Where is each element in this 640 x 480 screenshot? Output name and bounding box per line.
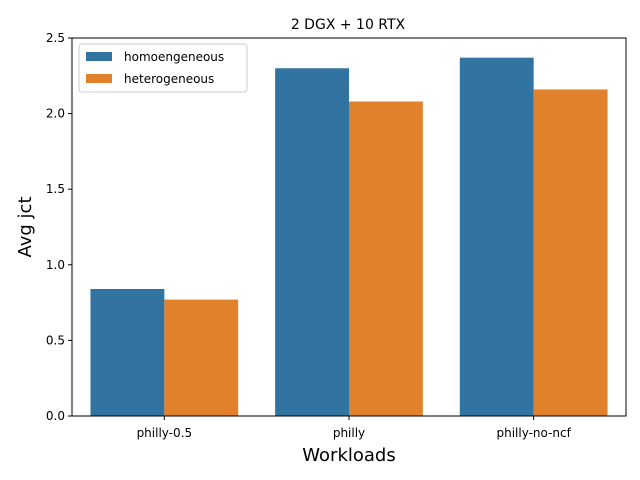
chart-title: 2 DGX + 10 RTX	[291, 17, 406, 33]
legend-swatch	[86, 74, 112, 83]
bar-heterogeneous-philly-0.5	[164, 299, 239, 416]
bar-homoengeneous-philly-no-ncf	[459, 57, 534, 416]
legend-box	[78, 43, 248, 93]
legend-label: heterogeneous	[124, 72, 214, 86]
bar-heterogeneous-philly-no-ncf	[533, 89, 608, 416]
y-axis: 0.0 0.5 1.0 1.5 2.0 2.5	[46, 31, 72, 423]
x-tick-label: philly-no-ncf	[496, 426, 571, 440]
y-tick-label: 2.0	[46, 107, 65, 121]
x-axis-label: Workloads	[302, 445, 395, 466]
legend: homoengeneous heterogeneous	[78, 43, 248, 93]
y-tick-label: 1.0	[46, 258, 65, 272]
bar-homoengeneous-philly	[275, 68, 349, 417]
bars-group	[90, 57, 608, 417]
bar-homoengeneous-philly-0.5	[90, 288, 165, 416]
x-tick-label: philly-0.5	[137, 426, 193, 440]
x-axis: philly-0.5 philly philly-no-ncf	[137, 416, 572, 440]
y-axis-label: Avg jct	[15, 196, 36, 257]
y-tick-label: 1.5	[46, 182, 65, 196]
y-tick-label: 2.5	[46, 31, 65, 45]
y-tick-label: 0.0	[46, 409, 65, 423]
bar-heterogeneous-philly	[349, 101, 423, 416]
y-tick-label: 0.5	[46, 333, 65, 347]
x-tick-label: philly	[333, 426, 365, 440]
legend-swatch	[86, 52, 112, 61]
legend-label: homoengeneous	[124, 50, 224, 64]
